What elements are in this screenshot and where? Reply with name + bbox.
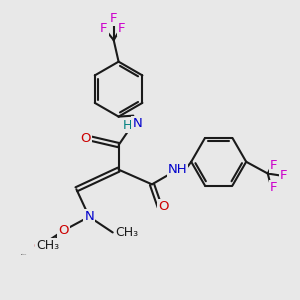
Text: N: N [84,210,94,223]
Text: F: F [118,22,125,35]
Text: NH: NH [168,163,187,176]
Text: F: F [110,12,117,25]
Text: O: O [58,224,69,237]
Text: CH₃: CH₃ [36,239,59,252]
Text: methoxy: methoxy [21,254,28,255]
Text: F: F [270,181,278,194]
Text: F: F [280,169,287,182]
Text: O: O [158,200,169,213]
Text: CH₃: CH₃ [115,226,138,239]
Text: N: N [132,117,142,130]
Text: F: F [100,22,108,35]
Text: F: F [270,159,278,172]
Text: O: O [33,240,44,253]
Text: O: O [80,132,91,145]
Text: H: H [123,119,132,132]
